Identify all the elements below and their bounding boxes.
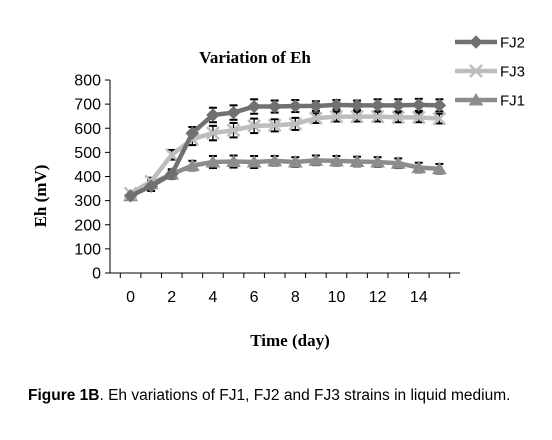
legend-marker (468, 93, 484, 106)
data-point-FJ1 (349, 154, 365, 168)
marker-stroke (469, 64, 483, 78)
y-tick-label: 400 (74, 169, 101, 186)
marker-stroke (247, 118, 262, 133)
marker-stroke (288, 117, 303, 131)
line-chart: Variation of Eh 010020030040050060070080… (31, 35, 525, 351)
x-axis-title: Time (day) (250, 331, 330, 350)
x-tick-label: 4 (208, 289, 217, 306)
data-point-FJ1 (370, 155, 386, 168)
y-tick-label: 300 (74, 193, 101, 210)
x-tick-label: 8 (291, 289, 300, 306)
data-point-FJ2 (206, 108, 220, 122)
x-tick-label: 2 (167, 289, 176, 306)
chart-title: Variation of Eh (199, 48, 311, 67)
x-tick-label: 12 (369, 289, 387, 306)
legend-marker (469, 35, 483, 49)
data-point-FJ2 (165, 167, 179, 181)
data-point-FJ1 (390, 156, 406, 169)
data-point-FJ2 (267, 99, 282, 114)
data-point-FJ2 (432, 98, 447, 113)
data-point-FJ2 (370, 98, 385, 113)
legend-label: FJ2 (500, 35, 525, 52)
y-tick-label: 0 (92, 266, 101, 283)
plot-area: 0 100 200 300 400 500 600 700 800 0 2 4 6 8 10 12 14 (74, 73, 460, 306)
legend-entry-FJ2: FJ2 (455, 35, 525, 52)
y-tick-label: 700 (74, 97, 101, 114)
legend-entry-FJ3: FJ3 (455, 64, 525, 81)
data-point-FJ3 (267, 118, 282, 133)
x-tick-label: 10 (328, 289, 346, 306)
marker-stroke (267, 118, 282, 133)
data-point-FJ3 (329, 109, 344, 124)
data-point-FJ2 (185, 126, 200, 140)
data-point-FJ1 (287, 155, 303, 168)
marker-stroke (350, 109, 364, 124)
data-point-FJ1 (308, 153, 324, 166)
data-point-FJ3 (350, 109, 364, 124)
caption-label: Figure 1B (28, 387, 100, 404)
y-tick-label: 200 (74, 217, 101, 234)
data-point-FJ2 (288, 99, 303, 113)
marker-stroke (411, 110, 426, 125)
data-point-FJ1 (329, 153, 344, 167)
marker-stroke (329, 109, 344, 124)
data-point-FJ3 (164, 147, 179, 162)
data-point-FJ2 (391, 98, 405, 113)
x-tick-label: 6 (250, 289, 259, 306)
data-point-FJ2 (350, 98, 364, 113)
marker-stroke (206, 126, 220, 140)
caption-text: . Eh variations of FJ1, FJ2 and FJ3 stra… (99, 387, 511, 404)
y-tick-label: 600 (74, 121, 101, 138)
y-tick-label: 500 (74, 145, 101, 162)
y-tick-label: 800 (74, 73, 101, 90)
series-line-FJ3 (129, 114, 440, 196)
legend-entry-FJ1: FJ1 (455, 93, 525, 110)
x-tick-label: 0 (126, 289, 135, 306)
data-point-FJ1 (205, 155, 221, 168)
data-point-FJ2 (247, 99, 261, 114)
data-point-FJ3 (206, 126, 220, 140)
marker-stroke (432, 111, 447, 126)
data-point-FJ1 (432, 161, 447, 175)
data-point-FJ3 (308, 111, 323, 126)
legend-label: FJ3 (500, 64, 525, 81)
data-point-FJ2 (226, 105, 241, 120)
data-point-FJ3 (432, 111, 447, 126)
figure-caption: Figure 1B. Eh variations of FJ1, FJ2 and… (28, 385, 528, 406)
data-point-FJ3 (411, 110, 426, 125)
data-point-FJ2 (329, 98, 344, 112)
x-tick-label: 14 (410, 289, 428, 306)
data-point-FJ1 (411, 160, 427, 174)
marker-stroke (391, 110, 406, 125)
data-point-FJ2 (123, 189, 138, 203)
marker-stroke (226, 123, 241, 138)
data-point-FJ1 (226, 154, 241, 168)
data-point-FJ1 (246, 155, 262, 168)
data-point-FJ2 (412, 98, 426, 112)
data-point-FJ2 (309, 99, 323, 113)
legend-label: FJ1 (500, 93, 525, 110)
data-point-FJ3 (288, 117, 303, 131)
marker-stroke (370, 109, 385, 124)
legend-marker (469, 64, 483, 78)
data-point-FJ3 (247, 118, 262, 133)
data-point-FJ3 (370, 109, 385, 124)
data-point-FJ1 (267, 153, 283, 167)
data-point-FJ1 (184, 158, 200, 172)
y-axis-title: Eh (mV) (31, 165, 50, 228)
legend: FJ2 FJ3 FJ1 (455, 35, 525, 110)
marker-stroke (308, 111, 323, 126)
data-point-FJ2 (144, 179, 158, 193)
y-tick-label: 100 (74, 241, 101, 258)
data-point-FJ3 (391, 110, 406, 125)
marker-stroke (164, 147, 179, 162)
data-point-FJ3 (226, 123, 241, 138)
series-line-FJ2 (129, 102, 440, 198)
series-line-FJ1 (129, 158, 440, 198)
